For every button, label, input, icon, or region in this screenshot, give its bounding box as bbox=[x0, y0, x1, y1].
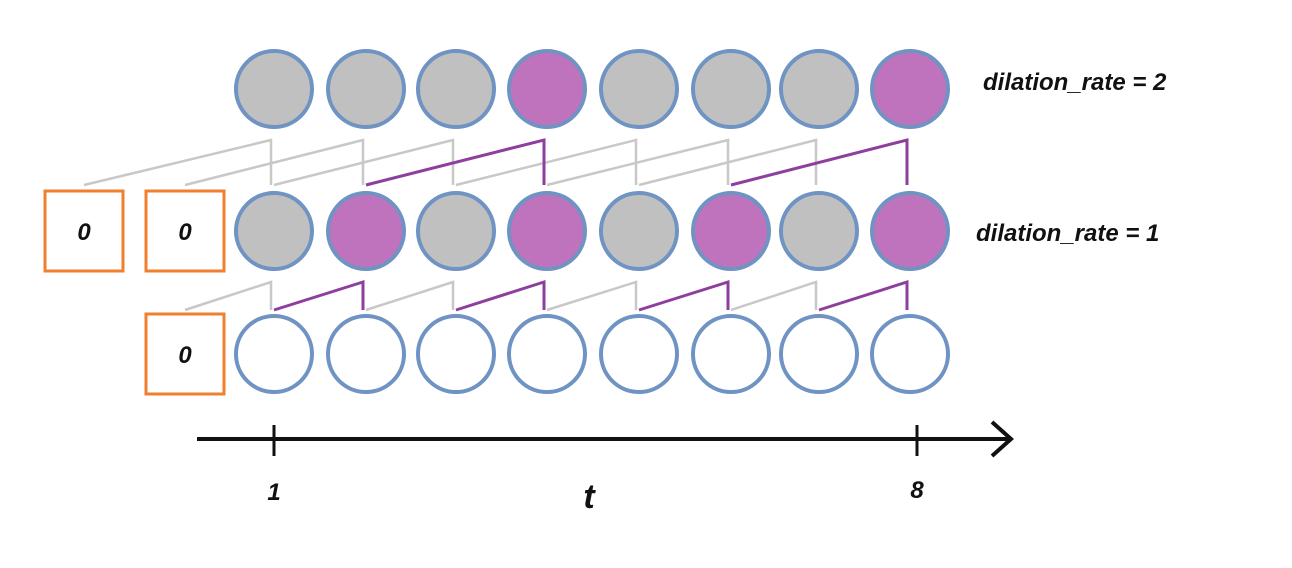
hidden-node bbox=[599, 191, 679, 271]
input-node bbox=[599, 314, 679, 394]
highlighted-node bbox=[507, 191, 587, 271]
edge bbox=[730, 280, 818, 312]
hidden-node bbox=[779, 49, 859, 129]
zero-pad-rect bbox=[43, 189, 125, 273]
highlighted-edge bbox=[455, 279, 546, 312]
hidden-node bbox=[691, 49, 771, 129]
tick-label-end: 8 bbox=[910, 477, 924, 504]
zero-pad-box: 0 bbox=[43, 189, 125, 273]
hidden-node bbox=[416, 49, 496, 129]
hidden-node bbox=[779, 191, 859, 271]
input-node bbox=[234, 314, 314, 394]
highlighted-node bbox=[870, 191, 950, 271]
edge bbox=[273, 138, 455, 187]
highlighted-node bbox=[870, 49, 950, 129]
nodes bbox=[234, 49, 950, 394]
zero-pad-box: 0 bbox=[144, 189, 226, 273]
highlighted-node bbox=[326, 191, 406, 271]
zero-pad-label: 0 bbox=[178, 219, 192, 246]
input-node bbox=[326, 314, 406, 394]
zero-padding-boxes: 0 0 0 bbox=[43, 189, 226, 396]
input-node bbox=[779, 314, 859, 394]
connection-edges bbox=[83, 138, 909, 312]
zero-pad-label: 0 bbox=[178, 342, 192, 369]
highlighted-edge bbox=[273, 279, 365, 312]
highlighted-edge bbox=[730, 138, 909, 187]
input-node bbox=[507, 314, 587, 394]
zero-pad-rect bbox=[144, 189, 226, 273]
edge bbox=[546, 280, 638, 312]
middle-layer-label: dilation_rate = 1 bbox=[976, 220, 1159, 247]
input-node bbox=[416, 314, 496, 394]
hidden-node bbox=[234, 49, 314, 129]
hidden-node bbox=[234, 191, 314, 271]
input-node bbox=[691, 314, 771, 394]
hidden-node bbox=[416, 191, 496, 271]
hidden-node bbox=[326, 49, 406, 129]
highlighted-node bbox=[507, 49, 587, 129]
zero-pad-rect bbox=[144, 312, 226, 396]
highlighted-node bbox=[691, 191, 771, 271]
highlighted-edge bbox=[818, 279, 909, 312]
zero-pad-label: 0 bbox=[77, 219, 91, 246]
hidden-node bbox=[599, 49, 679, 129]
edge bbox=[83, 138, 273, 187]
edge bbox=[455, 138, 638, 187]
top-layer-label: dilation_rate = 2 bbox=[983, 69, 1167, 96]
tick-label-start: 1 bbox=[267, 479, 280, 506]
edge bbox=[638, 138, 818, 187]
highlighted-edge bbox=[365, 138, 546, 187]
input-node bbox=[870, 314, 950, 394]
axis-arrow-icon bbox=[990, 420, 1014, 458]
time-axis: 1 8 t bbox=[197, 420, 1014, 516]
edge bbox=[546, 138, 730, 187]
edge bbox=[365, 280, 455, 312]
axis-label-t: t bbox=[583, 478, 596, 516]
edge bbox=[184, 138, 365, 187]
highlighted-edge bbox=[638, 279, 730, 312]
edge bbox=[184, 280, 273, 312]
zero-pad-box: 0 bbox=[144, 312, 226, 396]
